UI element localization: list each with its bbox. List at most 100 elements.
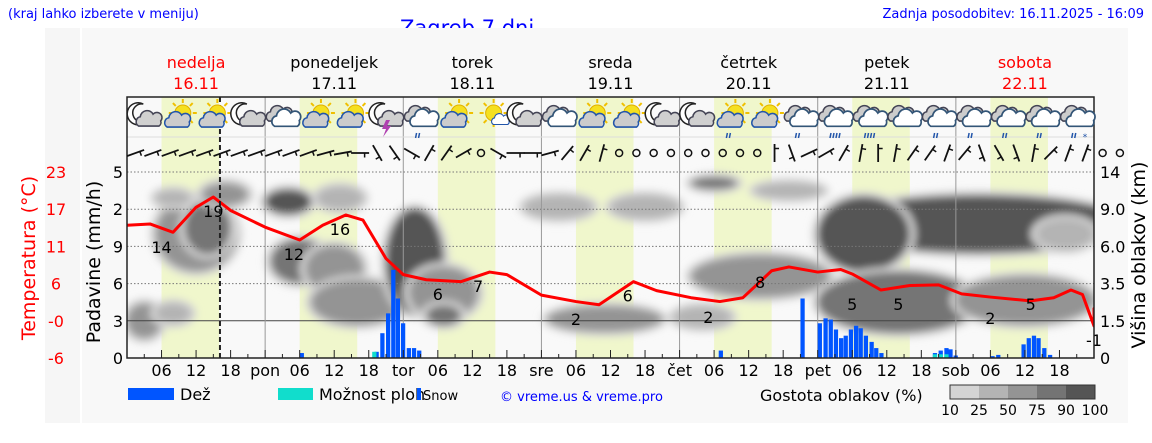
rain-bar (299, 353, 304, 358)
wind-barb-icon (455, 147, 472, 159)
wind-barb-icon (213, 149, 231, 157)
cloud-shape (612, 110, 641, 128)
sun-ray (327, 102, 332, 107)
temperature-label: 7 (473, 277, 483, 296)
temperature-label: 16 (330, 220, 350, 239)
sun-cloud-icon (336, 99, 370, 128)
raindrop (1039, 132, 1042, 139)
sun-ray (361, 102, 367, 107)
cloud-blob (610, 195, 680, 219)
cloud-shape (440, 110, 468, 128)
shower-bar (944, 354, 949, 358)
cloud-blob (754, 183, 824, 199)
sun-cloud-icon (440, 99, 474, 128)
hour-tick-label: 12 (1015, 361, 1035, 380)
cloud-height-tick: 9.0 (1100, 200, 1125, 219)
day-date: 16.11 (173, 74, 219, 93)
wind-barb-icon (333, 150, 352, 156)
copyright-text: © vreme.us & vreme.pro (500, 390, 663, 405)
left-panel (45, 28, 80, 423)
raindrop (1036, 132, 1039, 139)
raindrop (794, 132, 798, 139)
cloud-height-tick: 1.5 (1100, 312, 1125, 331)
wind-barb-icon (541, 149, 559, 157)
wind-barb-flag (602, 147, 608, 151)
wind-barb-icon (787, 144, 796, 162)
calm-wind-icon (701, 148, 710, 158)
wind-barb-flag (260, 151, 263, 156)
temperature-label: 8 (755, 273, 765, 292)
wind-barb-icon (144, 149, 162, 157)
wind-barb-flag (329, 151, 332, 157)
day-abbr-label: pet (805, 361, 831, 380)
wind-barb-flag (156, 151, 160, 156)
sun-ray (621, 102, 626, 107)
rain-bar (374, 351, 379, 358)
wind-barb-flag (586, 148, 592, 153)
temperature-label: 6 (433, 285, 443, 304)
raindrop (872, 132, 876, 139)
raindrop (1001, 132, 1005, 139)
hour-tick-label: 06 (980, 361, 1000, 380)
cloud-shape (1030, 108, 1062, 128)
hour-tick-label: 12 (462, 361, 482, 380)
cloud-sleet-icon: * (1059, 104, 1096, 143)
raindrop (797, 132, 801, 139)
shower-bar (932, 354, 938, 358)
sun-ray (344, 102, 350, 107)
rain-bar (800, 298, 805, 358)
raindrop (835, 132, 838, 139)
wind-barb-flag (242, 151, 246, 156)
raindrop (935, 132, 939, 139)
cloud-rain-icon (921, 104, 958, 139)
cloud-shape (927, 108, 958, 128)
cloud-scale-label: 75 (1028, 403, 1046, 419)
sun-ray (223, 102, 228, 107)
cloud-blob (1036, 218, 1094, 250)
wind-barb-flag (932, 148, 937, 153)
wind-barb-flag (1034, 147, 1039, 151)
cloud-icon (887, 104, 924, 128)
day-abbr-label: sre (529, 361, 553, 380)
rain-bar (839, 338, 844, 358)
legend-snow-swatch (417, 388, 421, 400)
cloud-shape (858, 108, 889, 128)
hour-tick-label: 18 (911, 361, 931, 380)
hour-tick-label: 06 (428, 361, 448, 380)
sun-cloud-icon (612, 99, 646, 128)
wind-barb-flag (375, 156, 381, 160)
sun-ray (741, 102, 746, 107)
wind-barb-flag (1086, 148, 1092, 152)
sun-ray (638, 102, 643, 107)
raindrop (863, 132, 867, 139)
shower-bar (938, 354, 943, 358)
wind-barb-flag (311, 151, 315, 156)
day-name: sobota (998, 53, 1052, 72)
hour-tick-label: 06 (289, 361, 309, 380)
rain-bar (1047, 354, 1053, 358)
wind-barb-icon (1031, 143, 1037, 163)
rain-bar (817, 323, 822, 358)
rain-bar (858, 328, 863, 358)
cloud-scale-label: 50 (999, 403, 1017, 419)
calm-wind-icon (683, 148, 693, 158)
raindrop (869, 132, 873, 139)
cloud-shape (789, 108, 820, 128)
rain-bar (1026, 338, 1031, 358)
temperature-label: 2 (703, 308, 713, 327)
rain-bar (1031, 335, 1037, 358)
wind-barb-icon (906, 145, 919, 161)
sun-ray (724, 102, 730, 107)
wind-barb-icon (388, 145, 401, 161)
hour-tick-label: 18 (359, 361, 379, 380)
cloud-rain-icon (783, 104, 820, 139)
cloud-height-tick: 14 (1100, 163, 1120, 182)
cloud-blob (547, 306, 663, 332)
legend-shower-swatch (278, 388, 313, 400)
rain-bar (948, 349, 953, 358)
wind-barb-icon (1012, 144, 1021, 162)
temperature-line (127, 195, 1094, 328)
cloud-shape (961, 108, 993, 128)
wind-barb-flag (788, 156, 794, 160)
rain-bar (828, 319, 833, 358)
